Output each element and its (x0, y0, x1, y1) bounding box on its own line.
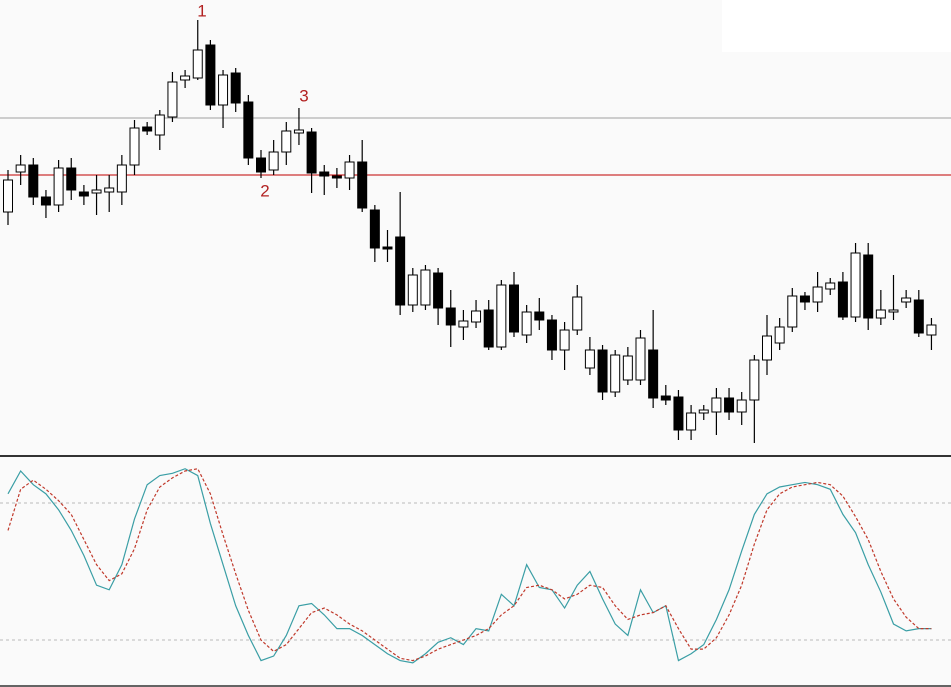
candle-body (28, 164, 39, 198)
candle-body (610, 354, 621, 393)
candle-body (357, 161, 368, 209)
candle-body (104, 187, 115, 193)
candle-body (534, 311, 545, 321)
candle-body (281, 130, 292, 153)
candle-body (926, 324, 937, 336)
annotation: 2 (260, 181, 269, 200)
candle-body (407, 274, 418, 306)
candle-body (268, 151, 279, 171)
candle-body (622, 355, 633, 381)
candle-body (78, 191, 89, 197)
candle-body (243, 101, 254, 159)
candle-body (521, 311, 532, 336)
candle-body (218, 74, 229, 106)
candle-body (15, 164, 26, 173)
candle-body (471, 310, 482, 323)
annotation: 3 (299, 86, 308, 105)
candle-body (116, 164, 127, 193)
candle-body (888, 309, 899, 313)
candle-body (66, 167, 77, 191)
candle-body (825, 282, 836, 290)
candle-body (433, 272, 444, 309)
candle-body (319, 171, 330, 177)
candle-body (799, 295, 810, 303)
candle-body (850, 252, 861, 318)
candle-body (369, 209, 380, 249)
candle-body (192, 49, 203, 79)
candle-body (445, 307, 456, 326)
candle-body (774, 326, 785, 344)
candle-body (572, 296, 583, 331)
candle-body (673, 396, 684, 431)
candle-body (875, 309, 886, 319)
candle-body (129, 127, 140, 166)
candle-body (91, 189, 102, 194)
candle-body (395, 236, 406, 306)
candle-body (597, 349, 608, 393)
candle-body (306, 131, 317, 174)
candle-body (863, 254, 874, 319)
candle-body (546, 319, 557, 351)
oscillator-line (7, 468, 932, 664)
candle-body (762, 335, 772, 361)
candle-body (711, 397, 722, 413)
candle-body (256, 157, 266, 173)
candle-body (635, 337, 646, 381)
candle-body (901, 297, 912, 303)
candle-body (812, 286, 823, 303)
candle-body (167, 81, 178, 118)
candle-body (205, 44, 216, 106)
blank-area (722, 0, 951, 52)
candle-body (40, 196, 51, 206)
candle-body (913, 299, 924, 334)
candle-body (648, 349, 659, 399)
candle-body (230, 72, 241, 104)
candle-body (698, 409, 709, 414)
candle-body (142, 126, 153, 132)
candle-body (382, 246, 393, 250)
candle-body (559, 329, 570, 351)
candle-body (53, 167, 64, 206)
candle-body (584, 349, 595, 369)
candle-body (483, 309, 494, 348)
candle-body (724, 397, 735, 413)
candle-body (509, 284, 519, 333)
candle-body (331, 175, 342, 179)
candle-body (496, 284, 507, 348)
candle-body (837, 281, 848, 318)
candle-body (660, 395, 671, 401)
candle-body (736, 399, 747, 413)
annotation: 1 (197, 1, 206, 20)
candle-body (180, 75, 191, 81)
candle-body (154, 114, 165, 136)
candle-body (458, 320, 469, 328)
candle-body (420, 269, 431, 306)
candle-body (3, 179, 13, 213)
candle-body (686, 412, 697, 431)
candle-body (293, 129, 304, 134)
candle-body (787, 295, 798, 328)
candle-body (344, 161, 355, 179)
candle-body (749, 359, 760, 401)
oscillator-line (7, 468, 932, 662)
